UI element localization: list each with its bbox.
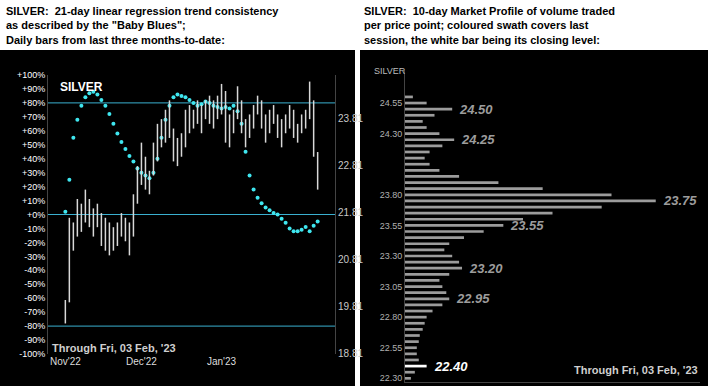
- svg-text:SILVER: 21-day linear regress: SILVER: 21-day linear regression trend c…: [6, 5, 279, 46]
- svg-text:+30%: +30%: [22, 168, 45, 178]
- svg-text:24.50: 24.50: [459, 102, 493, 117]
- svg-text:22.55: 22.55: [380, 343, 403, 353]
- svg-text:+0%: +0%: [27, 210, 45, 220]
- svg-text:22.80: 22.80: [380, 312, 403, 322]
- svg-text:SILVER: SILVER: [60, 80, 103, 94]
- svg-text:Through Fri, 03 Feb, '23: Through Fri, 03 Feb, '23: [574, 364, 698, 376]
- svg-text:23.55: 23.55: [380, 221, 403, 231]
- svg-text:21.81: 21.81: [338, 207, 363, 218]
- svg-text:23.75: 23.75: [663, 193, 697, 208]
- svg-text:22.95: 22.95: [456, 291, 490, 306]
- svg-text:Nov'22: Nov'22: [50, 356, 81, 367]
- svg-text:+100%: +100%: [17, 70, 45, 80]
- svg-text:Through Fri, 03 Feb, '23: Through Fri, 03 Feb, '23: [52, 342, 176, 354]
- svg-text:23.20: 23.20: [469, 261, 503, 276]
- svg-text:+20%: +20%: [22, 182, 45, 192]
- svg-text:+70%: +70%: [22, 112, 45, 122]
- svg-text:22.40: 22.40: [434, 359, 468, 374]
- svg-text:+50%: +50%: [22, 140, 45, 150]
- svg-text:-30%: -30%: [24, 252, 45, 262]
- svg-text:23.30: 23.30: [380, 251, 403, 261]
- svg-text:22.81: 22.81: [338, 160, 363, 171]
- svg-text:-80%: -80%: [24, 321, 45, 331]
- svg-text:24.30: 24.30: [380, 129, 403, 139]
- svg-text:20.81: 20.81: [338, 254, 363, 265]
- svg-text:19.81: 19.81: [338, 301, 363, 312]
- svg-text:+80%: +80%: [22, 98, 45, 108]
- svg-text:18.81: 18.81: [338, 348, 363, 359]
- svg-text:-70%: -70%: [24, 307, 45, 317]
- svg-text:+40%: +40%: [22, 154, 45, 164]
- svg-text:23.05: 23.05: [380, 282, 403, 292]
- svg-text:-50%: -50%: [24, 279, 45, 289]
- svg-text:-90%: -90%: [24, 335, 45, 345]
- svg-text:+90%: +90%: [22, 84, 45, 94]
- svg-text:23.80: 23.80: [380, 190, 403, 200]
- svg-text:Dec'22: Dec'22: [126, 356, 157, 367]
- svg-text:23.81: 23.81: [338, 113, 363, 124]
- svg-text:24.55: 24.55: [380, 98, 403, 108]
- svg-text:SILVER: 10-day Market Profile: SILVER: 10-day Market Profile of volume …: [364, 5, 615, 46]
- svg-text:-20%: -20%: [24, 238, 45, 248]
- svg-text:-100%: -100%: [19, 349, 45, 359]
- svg-text:SILVER: SILVER: [374, 66, 406, 76]
- svg-text:-40%: -40%: [24, 265, 45, 275]
- svg-text:-10%: -10%: [24, 224, 45, 234]
- svg-text:+60%: +60%: [22, 126, 45, 136]
- svg-text:24.25: 24.25: [461, 132, 495, 147]
- svg-text:+10%: +10%: [22, 196, 45, 206]
- svg-text:-60%: -60%: [24, 293, 45, 303]
- svg-text:Jan'23: Jan'23: [207, 356, 237, 367]
- svg-text:23.55: 23.55: [510, 218, 544, 233]
- svg-text:22.30: 22.30: [380, 373, 403, 383]
